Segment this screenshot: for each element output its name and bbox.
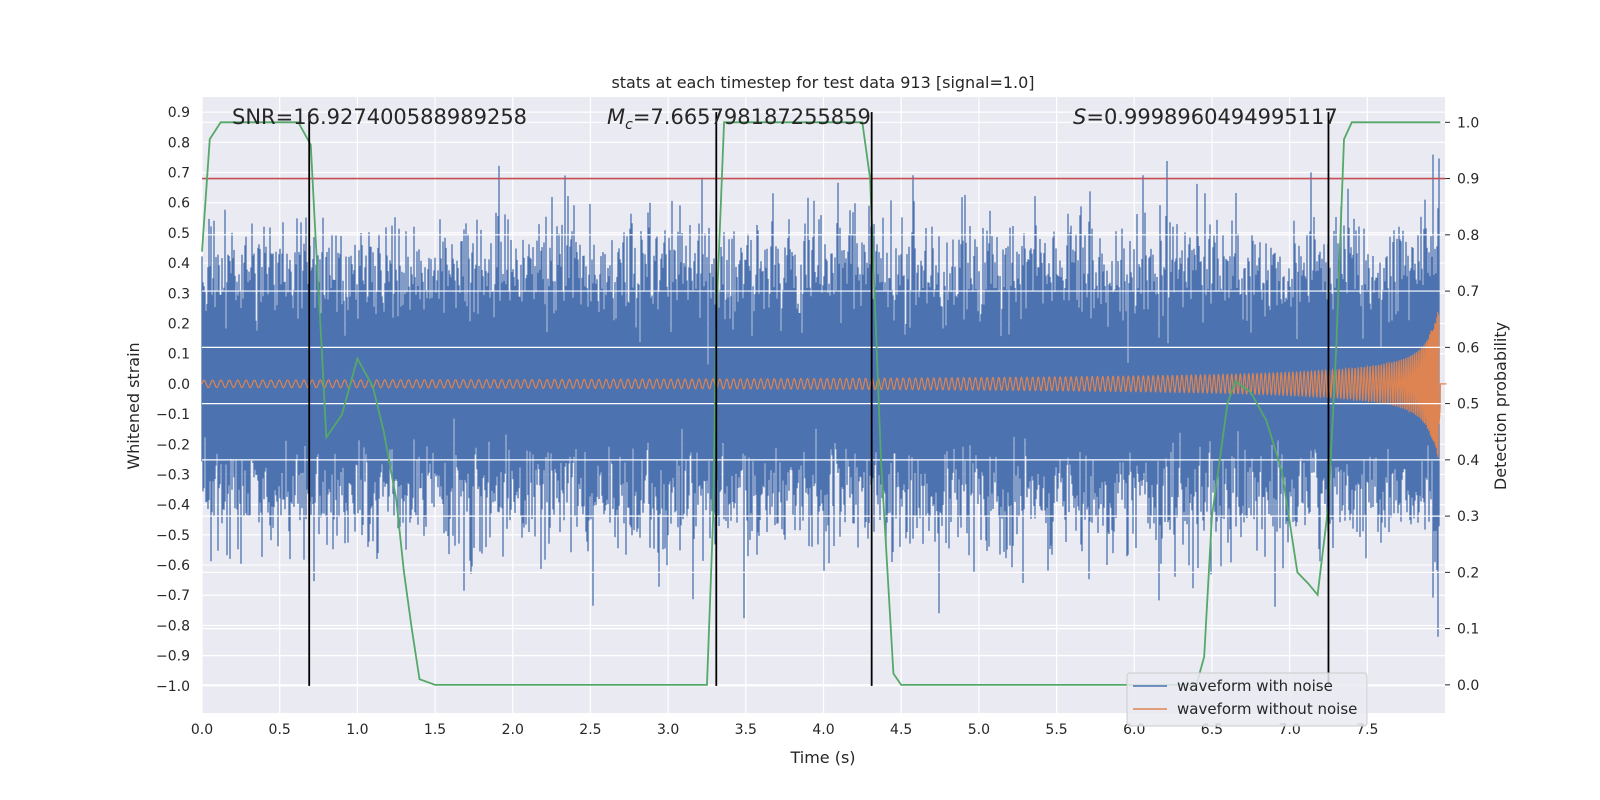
y-tick-labels: 0.9 0.8 0.7 0.6 0.5 0.4 0.3 0.2 0.1 0.0 −0.1 −0.2 −0…	[156, 105, 190, 695]
legend-box	[1126, 672, 1368, 727]
snr-annotation: SNR=16.927400588989258	[232, 105, 527, 129]
y-tick-label: −0.7	[156, 588, 190, 604]
y2-tick-label: 0.4	[1457, 453, 1479, 469]
x-axis-label: Time (s)	[789, 748, 855, 767]
series-detection-probability	[201, 121, 1441, 686]
x-tick-label: 0.0	[191, 722, 213, 738]
y2-tick-label: 0.3	[1457, 509, 1479, 525]
y-tick-label: 0.0	[168, 377, 190, 393]
y2-tick-label: 0.6	[1457, 340, 1479, 356]
y-tick-label: −1.0	[156, 679, 190, 695]
y-tick-label: 0.1	[168, 347, 190, 363]
x-tick-label: 2.5	[579, 722, 601, 738]
x-tick-label: 5.5	[1045, 722, 1067, 738]
score-symbol: S	[1073, 105, 1086, 129]
y2-axis-label: Detection probability	[1491, 322, 1510, 490]
y-tick-label: 0.9	[168, 105, 190, 121]
y-axis-label: Whitened strain	[124, 342, 143, 469]
x-tick-label: 1.0	[346, 722, 368, 738]
y2-tick-label: 0.7	[1457, 284, 1479, 300]
series-waveform-without-noise	[201, 311, 1447, 458]
x-tick-label: 1.5	[424, 722, 446, 738]
y-tick-label: −0.8	[156, 618, 190, 634]
y2-tick-label: 0.2	[1457, 565, 1479, 581]
score-annotation: S=0.9998960494995117	[1073, 105, 1338, 129]
overlay-series	[201, 112, 1445, 686]
score-value: =0.9998960494995117	[1086, 105, 1337, 129]
chart-title: stats at each timestep for test data 913…	[611, 73, 1034, 92]
y-tick-label: −0.4	[156, 498, 190, 514]
y2-tick-label: 0.5	[1457, 397, 1479, 413]
x-tick-label: 3.0	[657, 722, 679, 738]
y2-tick-label: 0.9	[1457, 172, 1479, 188]
y-tick-label: 0.7	[168, 165, 190, 181]
x-tick-label: 3.5	[735, 722, 757, 738]
data-series	[201, 154, 1447, 637]
y-tick-label: 0.8	[168, 135, 190, 151]
chirp-mass-annotation: Mc=7.665798187255859	[607, 105, 871, 133]
legend-label-noisy: waveform with noise	[1177, 677, 1333, 695]
y2-tick-label: 0.0	[1457, 678, 1479, 694]
x-tick-label: 2.0	[502, 722, 524, 738]
chirp-mass-subscript: c	[625, 117, 633, 133]
x-tick-label: 0.5	[269, 722, 291, 738]
legend: waveform with noise waveform without noi…	[1126, 672, 1368, 727]
x-tick-label: 5.0	[968, 722, 990, 738]
y2-tick-label: 1.0	[1457, 115, 1479, 131]
y-tick-label: 0.2	[168, 316, 190, 332]
chirp-mass-value: =7.665798187255859	[633, 105, 871, 129]
x-tick-label: 4.0	[812, 722, 834, 738]
legend-label-clean: waveform without noise	[1177, 700, 1357, 718]
y-tick-label: −0.3	[156, 467, 190, 483]
y-tick-label: 0.5	[168, 226, 190, 242]
y-tick-label: −0.9	[156, 649, 190, 665]
y2-tick-label: 0.8	[1457, 228, 1479, 244]
chirp-mass-symbol: M	[607, 105, 625, 129]
y-tick-label: −0.2	[156, 437, 190, 453]
y-tick-label: −0.6	[156, 558, 190, 574]
y-tick-label: 0.6	[168, 196, 190, 212]
y2-tick-label: 0.1	[1457, 622, 1479, 638]
x-tick-label: 4.5	[890, 722, 912, 738]
y-tick-label: 0.4	[168, 256, 190, 272]
y-tick-label: −0.5	[156, 528, 190, 544]
y-tick-label: −0.1	[156, 407, 190, 423]
y2-tick-labels: 1.0 0.9 0.8 0.7 0.6 0.5 0.4 0.3 0.2 0.1 0.0	[1445, 115, 1479, 694]
y-tick-label: 0.3	[168, 286, 190, 302]
